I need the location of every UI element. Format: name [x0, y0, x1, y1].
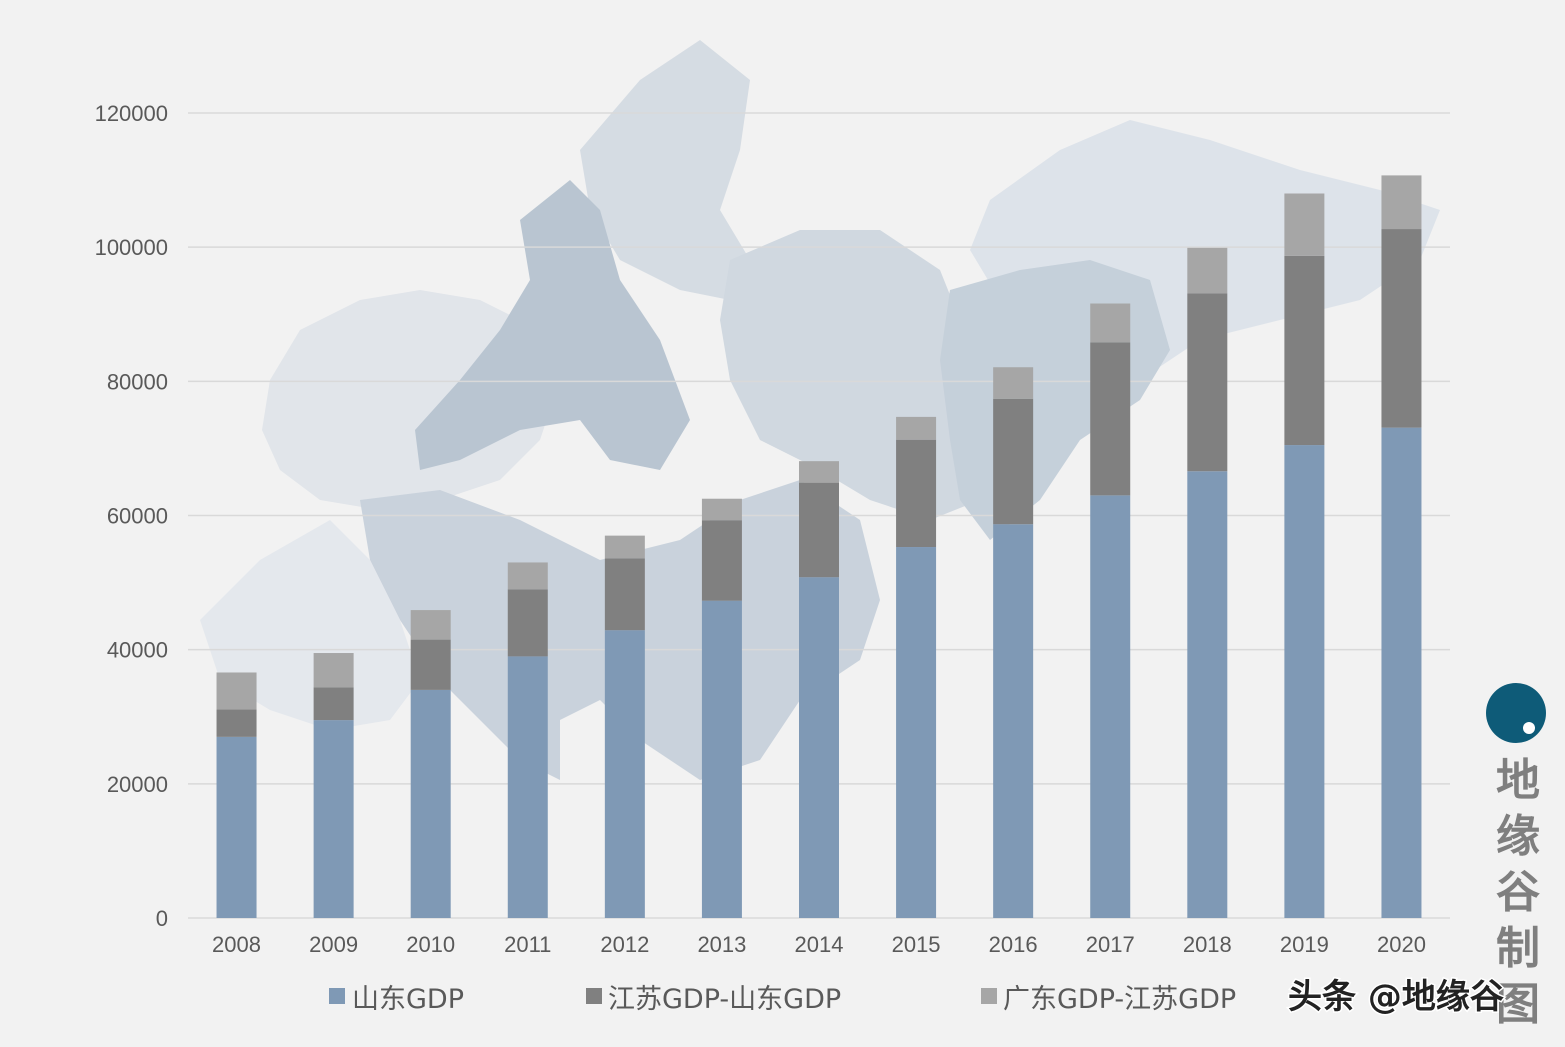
legend-label: 江苏GDP-山东GDP	[608, 984, 841, 1015]
bar-segment	[993, 367, 1034, 399]
x-tick-label: 2013	[697, 932, 746, 957]
brand-vertical-text: 地缘谷制图	[1496, 755, 1540, 1030]
bar-segment	[799, 461, 839, 483]
x-tick-label: 2008	[212, 932, 261, 957]
bar-segment	[1187, 293, 1228, 472]
bar-segment	[410, 610, 451, 640]
bar-segment	[1381, 427, 1422, 918]
bar-segment	[701, 498, 742, 521]
map-region-north	[580, 40, 750, 300]
bar-segment	[993, 524, 1034, 918]
brand-logo	[1486, 683, 1546, 743]
x-tick-label: 2018	[1183, 932, 1232, 957]
bar-segment	[1187, 247, 1228, 294]
map-region-center-dark	[415, 180, 690, 470]
x-tick-label: 2009	[309, 932, 358, 957]
circle-dot-logo-icon	[1486, 683, 1546, 743]
x-tick-label: 2019	[1280, 932, 1329, 957]
brand-char: 缘	[1496, 811, 1540, 862]
bar-segment	[604, 535, 645, 559]
bar-segment	[701, 600, 742, 918]
bar-segment	[1381, 175, 1422, 230]
bar-segment	[1284, 193, 1325, 256]
y-tick-label: 0	[156, 906, 168, 931]
bar-segment	[410, 639, 451, 690]
bar-segment	[604, 630, 645, 918]
bar-segment	[313, 687, 354, 721]
bar-segment	[604, 558, 645, 631]
y-tick-label: 40000	[107, 638, 168, 663]
legend-swatch	[981, 988, 997, 1004]
bar-segment	[1381, 229, 1422, 428]
legend-swatch	[586, 988, 602, 1004]
bar-segment	[507, 589, 548, 657]
bar-segment	[896, 547, 937, 918]
bar-segment	[216, 736, 257, 918]
map-region-west	[262, 290, 560, 510]
bars	[216, 175, 1422, 918]
bar-segment	[1090, 495, 1131, 918]
brand-char: 制	[1496, 923, 1540, 974]
y-tick-label: 100000	[95, 235, 168, 260]
x-tick-label: 2012	[600, 932, 649, 957]
legend: 山东GDP 江苏GDP-山东GDP 广东GDP-江苏GDP	[329, 984, 1236, 1015]
x-tick-label: 2015	[892, 932, 941, 957]
bar-segment	[993, 398, 1034, 525]
x-tick-label: 2011	[504, 932, 551, 957]
bar-segment	[1090, 342, 1131, 496]
x-axis-ticks: 2008 2009 2010 2011 2012 2013 2014 2015 2016 2017…	[212, 932, 1426, 957]
y-tick-label: 60000	[107, 504, 168, 529]
x-tick-label: 2016	[989, 932, 1038, 957]
brand-char: 地	[1496, 755, 1540, 806]
bar-segment	[507, 562, 548, 590]
y-tick-label: 120000	[95, 101, 168, 126]
bar-segment	[1090, 303, 1131, 343]
x-tick-label: 2014	[795, 932, 844, 957]
legend-label: 山东GDP	[352, 984, 464, 1015]
x-tick-label: 2017	[1086, 932, 1135, 957]
bar-segment	[507, 656, 548, 918]
map-region-east-mid	[940, 260, 1170, 540]
bar-segment	[216, 672, 257, 710]
x-tick-label: 2020	[1377, 932, 1426, 957]
bar-segment	[313, 653, 354, 688]
logo-dot	[1523, 722, 1535, 734]
bar-segment	[799, 482, 839, 578]
x-tick-label: 2010	[406, 932, 455, 957]
y-tick-label: 80000	[107, 369, 168, 394]
bar-segment	[313, 720, 354, 918]
bar-segment	[896, 439, 937, 548]
bar-segment	[701, 520, 742, 601]
brand-char: 谷	[1496, 867, 1540, 918]
legend-label: 广东GDP-江苏GDP	[1003, 984, 1236, 1015]
y-axis-ticks: 0 20000 40000 60000 80000 100000 120000	[95, 101, 168, 931]
brand-text: 地缘谷制图	[1496, 755, 1540, 1030]
watermark: 头条 @地缘谷	[1288, 977, 1504, 1017]
bar-segment	[1187, 471, 1228, 918]
legend-swatch	[329, 988, 345, 1004]
legend-item-0: 山东GDP	[329, 984, 464, 1015]
legend-item-1: 江苏GDP-山东GDP	[586, 984, 841, 1015]
brand-char: 图	[1496, 979, 1540, 1030]
bar-segment	[410, 689, 451, 918]
y-tick-label: 20000	[107, 772, 168, 797]
bar-segment	[799, 577, 839, 918]
bar-segment	[1284, 255, 1325, 446]
bar-segment	[216, 709, 257, 737]
legend-item-2: 广东GDP-江苏GDP	[981, 984, 1236, 1015]
bar-segment	[896, 416, 937, 440]
bar-segment	[1284, 445, 1325, 918]
